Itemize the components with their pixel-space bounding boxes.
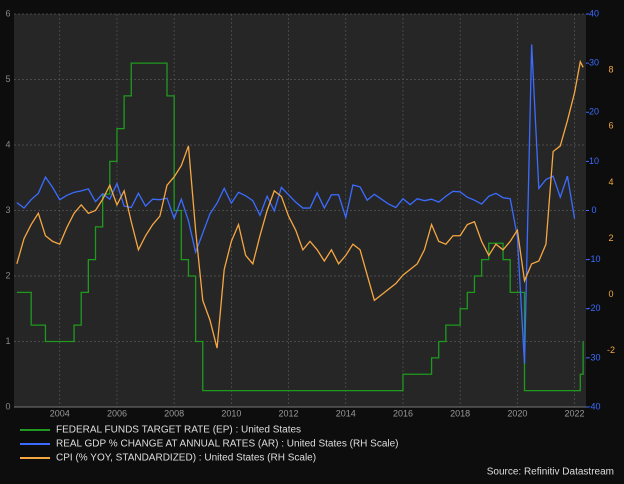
- y-tick-label: 5: [5, 74, 10, 84]
- y2-tick-label: 40: [589, 8, 599, 18]
- x-tick-label: 2012: [279, 408, 299, 418]
- y-tick-label: 2: [5, 270, 10, 280]
- y3-tick-label: 2: [608, 233, 613, 243]
- y-tick-label: 4: [5, 139, 10, 149]
- y-tick-label: 3: [5, 205, 10, 215]
- y2-tick-label: 10: [589, 156, 599, 166]
- source: Source: Refinitiv Datastream: [487, 467, 614, 478]
- y3-tick-label: 6: [608, 121, 613, 131]
- y2-tick-label: 30: [589, 58, 599, 68]
- x-tick-label: 2006: [107, 408, 127, 418]
- x-tick-label: 2022: [565, 408, 585, 418]
- x-tick-label: 2016: [393, 408, 413, 418]
- y3-tick-label: 8: [608, 65, 613, 75]
- x-tick-label: 2020: [507, 408, 527, 418]
- y2-tick-label: -30: [587, 352, 600, 362]
- legend-label: CPI (% YOY, STANDARDIZED) : United State…: [56, 453, 316, 464]
- y2-tick-label: -10: [587, 254, 600, 264]
- y3-tick-label: 0: [608, 289, 613, 299]
- y2-tick-label: 0: [591, 205, 596, 215]
- y2-tick-label: -20: [587, 303, 600, 313]
- y2-tick-label: 20: [589, 107, 599, 117]
- series-line: [16, 59, 584, 349]
- y-tick-label: 0: [5, 401, 10, 411]
- y3-tick-label: -2: [607, 345, 615, 355]
- x-tick-label: 2008: [164, 408, 184, 418]
- y2-tick-label: -40: [587, 401, 600, 411]
- series-line: [16, 62, 584, 392]
- y3-tick-label: 4: [608, 177, 613, 187]
- series-line: [16, 44, 576, 364]
- legend-label: REAL GDP % CHANGE AT ANNUAL RATES (AR) :…: [56, 439, 399, 450]
- y-tick-label: 6: [5, 8, 10, 18]
- x-tick-label: 2018: [450, 408, 470, 418]
- x-tick-label: 2004: [50, 408, 70, 418]
- legend-label: FEDERAL FUNDS TARGET RATE (EP) : United …: [56, 425, 301, 436]
- x-tick-label: 2014: [336, 408, 356, 418]
- x-tick-label: 2010: [221, 408, 241, 418]
- y-tick-label: 1: [5, 336, 10, 346]
